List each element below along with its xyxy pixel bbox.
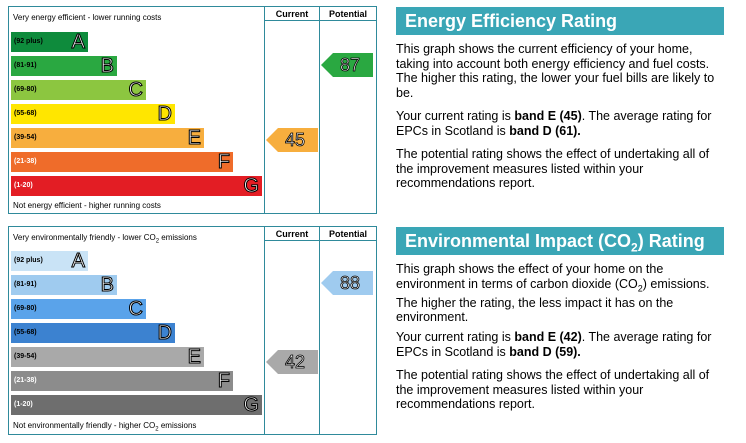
- environment-top-label-sub: 2: [155, 238, 160, 245]
- environment-top-label-text: Very environmentally friendly - lower CO: [13, 233, 156, 242]
- environment-section-title: Environmental Impact (CO2) Rating: [396, 227, 724, 255]
- environment-band-letter: F: [217, 370, 230, 392]
- environment-current-arrow-shape: [266, 350, 318, 374]
- energy-band-range: (81-91): [14, 62, 37, 69]
- environment-band-letter: C: [128, 298, 143, 320]
- energy-current-arrow-shape: [266, 128, 318, 152]
- energy-current-rating-arrow: 45: [266, 128, 318, 152]
- environment-chart-frame: [8, 226, 377, 435]
- environment-bottom-label: Not environmentally friendly - higher CO…: [13, 421, 196, 435]
- energy-band-range: (1-20): [14, 182, 33, 189]
- environment-current-value: 42: [284, 352, 306, 373]
- environment-p2-mid: . The average rating for EPCs in Scotlan…: [396, 330, 712, 359]
- energy-col-divider-2: [319, 6, 320, 214]
- energy-band-b: (81-91) B: [11, 55, 117, 77]
- environment-potential-arrow-shape: [321, 271, 373, 295]
- environment-current-header: Current: [275, 229, 309, 239]
- environment-col-divider-2: [319, 226, 320, 435]
- energy-band-letter: G: [243, 175, 260, 197]
- environment-band-letter: D: [157, 322, 172, 344]
- energy-band-letter: A: [71, 31, 85, 53]
- environment-band-f: (21-38) F: [11, 370, 233, 392]
- energy-col-divider-1: [264, 6, 265, 214]
- energy-p2-pre: Your current rating is: [396, 109, 515, 123]
- energy-band-f: (21-38) F: [11, 151, 233, 173]
- environment-band-g: (1-20) G: [11, 394, 262, 416]
- environment-current-rating-text: Your current rating is band E (42). The …: [396, 330, 724, 359]
- energy-band-range: (69-80): [14, 86, 37, 93]
- environment-bottom-label-sub: 2: [155, 426, 159, 433]
- energy-band-letter: C: [128, 79, 143, 101]
- environment-p1-pre: This graph shows the effect of your home…: [396, 262, 664, 291]
- environment-col-divider-1: [264, 226, 265, 435]
- energy-band-a: (92 plus) A: [11, 31, 88, 53]
- energy-band-range: (55-68): [14, 110, 37, 117]
- environment-band-range: (81-91): [14, 281, 37, 288]
- environment-title-post: ) Rating: [637, 231, 705, 251]
- energy-band-g: (1-20) G: [11, 175, 262, 197]
- energy-band-letter: E: [187, 127, 201, 149]
- environment-band-b: (81-91) B: [11, 274, 117, 296]
- environment-top-label-post: emissions: [159, 233, 197, 242]
- energy-potential-value: 87: [339, 55, 361, 76]
- environment-bottom-label-text: Not environmentally friendly - higher CO: [13, 421, 156, 430]
- environment-current-rating-arrow: 42: [266, 350, 318, 374]
- environment-title-sub: 2: [631, 240, 638, 255]
- environment-header-rule: [264, 240, 377, 241]
- environment-band-d: (55-68) D: [11, 322, 175, 344]
- environment-potential-header: Potential: [328, 229, 367, 239]
- energy-bottom-label: Not energy efficient - higher running co…: [13, 201, 161, 210]
- environment-band-c: (69-80) C: [11, 298, 146, 320]
- environment-band-range: (39-54): [14, 353, 37, 360]
- energy-band-e: (39-54) E: [11, 127, 204, 149]
- environment-potential-text: The potential rating shows the effect of…: [396, 368, 710, 412]
- environment-band-letter: E: [187, 346, 201, 368]
- energy-section-title: Energy Efficiency Rating: [396, 7, 724, 35]
- environment-band-range: (69-80): [14, 305, 37, 312]
- energy-potential-header: Potential: [328, 9, 367, 19]
- environment-title-pre: Environmental Impact (CO: [405, 231, 632, 251]
- energy-potential-arrow-shape: [321, 53, 373, 77]
- energy-band-range: (92 plus): [14, 38, 43, 45]
- environment-potential-rating-arrow: 88: [321, 271, 373, 295]
- environment-p2-band-current: band E (42): [514, 330, 582, 344]
- energy-band-d: (55-68) D: [11, 103, 175, 125]
- energy-top-label: Very energy efficient - lower running co…: [13, 13, 162, 22]
- environment-p2-pre: Your current rating is: [396, 330, 515, 344]
- energy-band-letter: B: [100, 55, 114, 77]
- environment-band-e: (39-54) E: [11, 346, 204, 368]
- energy-p2-mid: . The average rating for EPCs in Scotlan…: [396, 109, 712, 138]
- energy-chart-frame: [8, 6, 377, 214]
- environment-potential-value: 88: [339, 273, 361, 294]
- energy-p2-band-average: band D (61).: [509, 123, 581, 138]
- energy-current-rating-text: Your current rating is band E (45). The …: [396, 109, 724, 138]
- environment-band-letter: B: [100, 274, 114, 296]
- environment-bottom-label-post: emissions: [158, 421, 197, 430]
- energy-p2-band-current: band E (45): [514, 109, 582, 123]
- energy-description: This graph shows the current efficiency …: [396, 42, 715, 100]
- environment-band-range: (21-38): [14, 377, 37, 384]
- energy-potential-text: The potential rating shows the effect of…: [396, 147, 710, 191]
- environment-band-letter: G: [243, 394, 260, 416]
- environment-band-a: (92 plus) A: [11, 250, 88, 272]
- energy-band-letter: F: [217, 151, 230, 173]
- energy-band-range: (21-38): [14, 158, 37, 165]
- environment-p2-band-average: band D (59).: [509, 344, 581, 359]
- energy-current-value: 45: [284, 130, 306, 151]
- environment-band-range: (92 plus): [14, 257, 43, 264]
- energy-band-letter: D: [157, 103, 172, 125]
- energy-band-range: (39-54): [14, 134, 37, 141]
- environment-top-label: Very environmentally friendly - lower CO…: [13, 233, 197, 247]
- environment-band-letter: A: [71, 250, 85, 272]
- environment-band-range: (55-68): [14, 329, 37, 336]
- environment-p1-post: ) emissions. The higher the rating, the …: [396, 276, 710, 325]
- environment-band-range: (1-20): [14, 401, 33, 408]
- environment-p1-sub: 2: [637, 283, 643, 294]
- energy-potential-rating-arrow: 87: [321, 53, 373, 77]
- energy-header-rule: [264, 20, 377, 21]
- environment-description: This graph shows the effect of your home…: [396, 262, 724, 325]
- energy-band-c: (69-80) C: [11, 79, 146, 101]
- energy-current-header: Current: [275, 9, 309, 19]
